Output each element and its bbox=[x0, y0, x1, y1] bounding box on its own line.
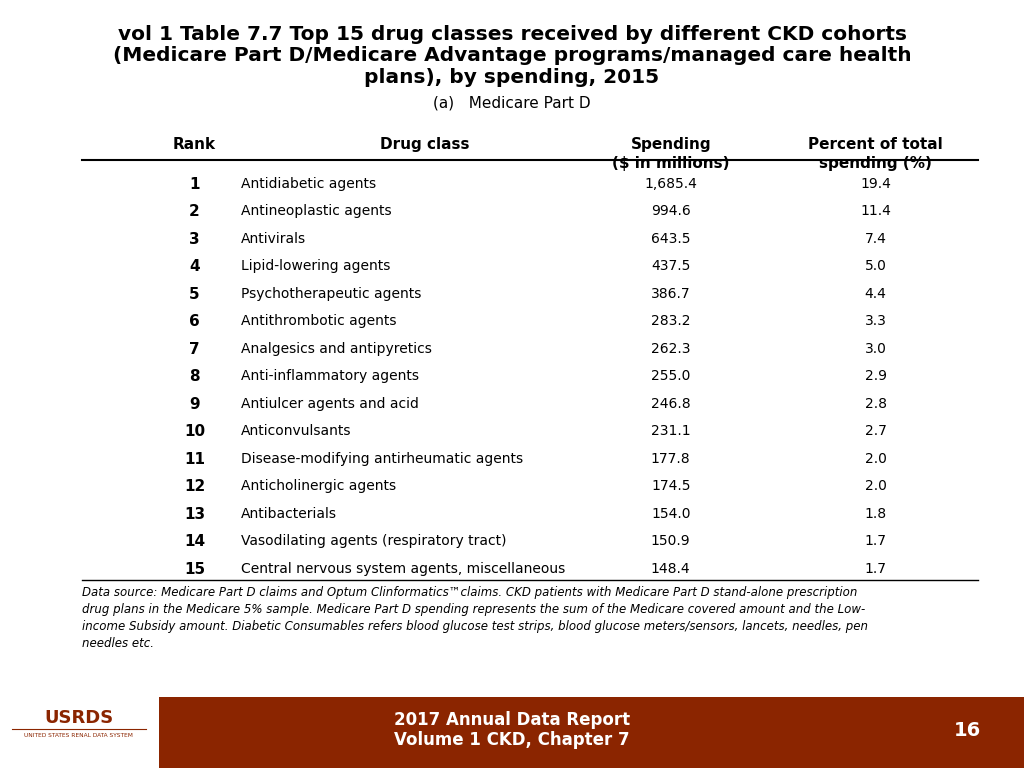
Text: 231.1: 231.1 bbox=[651, 424, 690, 438]
Text: Anti-inflammatory agents: Anti-inflammatory agents bbox=[241, 369, 419, 383]
Text: 14: 14 bbox=[184, 534, 205, 549]
Text: 2.0: 2.0 bbox=[864, 452, 887, 465]
Text: Anticholinergic agents: Anticholinergic agents bbox=[241, 479, 395, 493]
Text: Psychotherapeutic agents: Psychotherapeutic agents bbox=[241, 286, 421, 300]
Text: spending (%): spending (%) bbox=[819, 156, 932, 171]
Text: 7: 7 bbox=[189, 342, 200, 356]
Text: ($ in millions): ($ in millions) bbox=[612, 156, 729, 171]
Text: Anticonvulsants: Anticonvulsants bbox=[241, 424, 351, 438]
Text: Lipid-lowering agents: Lipid-lowering agents bbox=[241, 259, 390, 273]
Text: 5.0: 5.0 bbox=[864, 259, 887, 273]
Text: vol 1 Table 7.7 Top 15 drug classes received by different CKD cohorts: vol 1 Table 7.7 Top 15 drug classes rece… bbox=[118, 25, 906, 44]
Text: Central nervous system agents, miscellaneous: Central nervous system agents, miscellan… bbox=[241, 561, 565, 575]
Text: 1.8: 1.8 bbox=[864, 507, 887, 521]
Text: Volume 1 CKD, Chapter 7: Volume 1 CKD, Chapter 7 bbox=[394, 731, 630, 750]
Text: 177.8: 177.8 bbox=[651, 452, 690, 465]
Text: income Subsidy amount. Diabetic Consumables refers blood glucose test strips, bl: income Subsidy amount. Diabetic Consumab… bbox=[82, 620, 868, 633]
Text: Data source: Medicare Part D claims and Optum Clinformatics™claims. CKD patients: Data source: Medicare Part D claims and … bbox=[82, 586, 857, 599]
Text: 262.3: 262.3 bbox=[651, 342, 690, 356]
Text: 2.9: 2.9 bbox=[864, 369, 887, 383]
Text: 3: 3 bbox=[189, 232, 200, 247]
Text: Antithrombotic agents: Antithrombotic agents bbox=[241, 314, 396, 328]
Text: 3.3: 3.3 bbox=[864, 314, 887, 328]
Text: plans), by spending, 2015: plans), by spending, 2015 bbox=[365, 68, 659, 87]
Text: 4: 4 bbox=[189, 259, 200, 274]
Text: 6: 6 bbox=[189, 314, 200, 329]
Text: 8: 8 bbox=[189, 369, 200, 384]
Text: Antineoplastic agents: Antineoplastic agents bbox=[241, 204, 391, 218]
Text: 5: 5 bbox=[189, 286, 200, 302]
Text: 2017 Annual Data Report: 2017 Annual Data Report bbox=[394, 711, 630, 730]
Text: 11: 11 bbox=[184, 452, 205, 467]
Text: 150.9: 150.9 bbox=[651, 534, 690, 548]
Text: Rank: Rank bbox=[173, 137, 216, 152]
Text: 16: 16 bbox=[954, 721, 981, 740]
Text: 1.7: 1.7 bbox=[864, 534, 887, 548]
Text: UNITED STATES RENAL DATA SYSTEM: UNITED STATES RENAL DATA SYSTEM bbox=[25, 733, 133, 738]
Text: 386.7: 386.7 bbox=[651, 286, 690, 300]
Text: 437.5: 437.5 bbox=[651, 259, 690, 273]
Text: Antivirals: Antivirals bbox=[241, 232, 306, 246]
Text: 9: 9 bbox=[189, 396, 200, 412]
Text: 19.4: 19.4 bbox=[860, 177, 891, 190]
Text: 12: 12 bbox=[184, 479, 205, 494]
Text: Spending: Spending bbox=[631, 137, 711, 152]
Text: 994.6: 994.6 bbox=[651, 204, 690, 218]
Text: Disease-modifying antirheumatic agents: Disease-modifying antirheumatic agents bbox=[241, 452, 523, 465]
Text: 2.8: 2.8 bbox=[864, 396, 887, 411]
Text: 4.4: 4.4 bbox=[864, 286, 887, 300]
Text: 283.2: 283.2 bbox=[651, 314, 690, 328]
Text: Antiulcer agents and acid: Antiulcer agents and acid bbox=[241, 396, 419, 411]
Text: 15: 15 bbox=[184, 561, 205, 577]
Text: 2: 2 bbox=[189, 204, 200, 219]
Text: (Medicare Part D/Medicare Advantage programs/managed care health: (Medicare Part D/Medicare Advantage prog… bbox=[113, 46, 911, 65]
Text: 7.4: 7.4 bbox=[864, 232, 887, 246]
Text: 643.5: 643.5 bbox=[651, 232, 690, 246]
Text: 174.5: 174.5 bbox=[651, 479, 690, 493]
Text: 246.8: 246.8 bbox=[651, 396, 690, 411]
Text: Vasodilating agents (respiratory tract): Vasodilating agents (respiratory tract) bbox=[241, 534, 506, 548]
Text: (a)   Medicare Part D: (a) Medicare Part D bbox=[433, 95, 591, 111]
Text: 2.7: 2.7 bbox=[864, 424, 887, 438]
Text: 154.0: 154.0 bbox=[651, 507, 690, 521]
Text: 2.0: 2.0 bbox=[864, 479, 887, 493]
Text: Percent of total: Percent of total bbox=[808, 137, 943, 152]
Text: 10: 10 bbox=[184, 424, 205, 439]
Text: 3.0: 3.0 bbox=[864, 342, 887, 356]
Text: Antidiabetic agents: Antidiabetic agents bbox=[241, 177, 376, 190]
Text: 11.4: 11.4 bbox=[860, 204, 891, 218]
Text: Analgesics and antipyretics: Analgesics and antipyretics bbox=[241, 342, 431, 356]
Text: 13: 13 bbox=[184, 507, 205, 521]
Text: 255.0: 255.0 bbox=[651, 369, 690, 383]
Text: Antibacterials: Antibacterials bbox=[241, 507, 337, 521]
Text: 1.7: 1.7 bbox=[864, 561, 887, 575]
Text: USRDS: USRDS bbox=[44, 709, 114, 727]
Text: 1: 1 bbox=[189, 177, 200, 192]
Text: needles etc.: needles etc. bbox=[82, 637, 154, 650]
Text: 1,685.4: 1,685.4 bbox=[644, 177, 697, 190]
Text: drug plans in the Medicare 5% sample. Medicare Part D spending represents the su: drug plans in the Medicare 5% sample. Me… bbox=[82, 603, 865, 616]
Text: Drug class: Drug class bbox=[380, 137, 470, 152]
Text: 148.4: 148.4 bbox=[651, 561, 690, 575]
